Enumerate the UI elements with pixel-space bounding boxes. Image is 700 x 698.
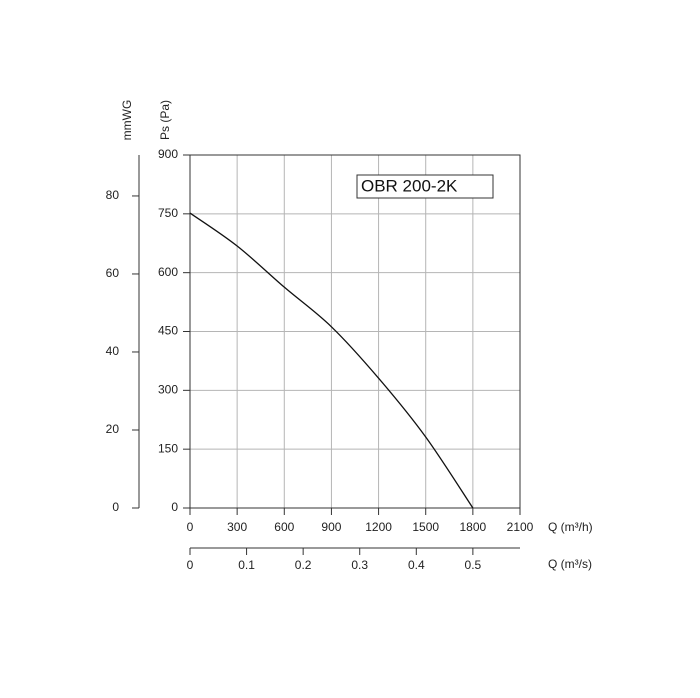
x2-tick-label: 0 <box>187 558 194 572</box>
x2-axis-label: Q (m³/s) <box>548 557 592 571</box>
y-tick-label: 900 <box>158 147 178 161</box>
title-box <box>356 174 494 199</box>
y-tick-label: 750 <box>158 206 178 220</box>
x-tick-label: 300 <box>227 520 247 534</box>
x-tick-label: 1200 <box>365 520 392 534</box>
y-tick-label: 300 <box>158 383 178 397</box>
y-tick-label: 0 <box>171 500 178 514</box>
x-tick-label: 1500 <box>412 520 439 534</box>
chart-title: OBR 200-2K <box>361 176 458 195</box>
y2-tick-label: 60 <box>106 266 120 280</box>
y2-tick-label: 20 <box>106 422 120 436</box>
y-axis-label: Ps (Pa) <box>158 100 172 140</box>
y2-axis-label: mmWG <box>120 100 134 141</box>
x2-tick-label: 0.3 <box>351 558 368 572</box>
x2-tick-label: 0.4 <box>408 558 425 572</box>
x-tick-label: 2100 <box>507 520 534 534</box>
x2-tick-label: 0.1 <box>238 558 255 572</box>
y2-tick-label: 40 <box>106 344 120 358</box>
x2-tick-label: 0.5 <box>465 558 482 572</box>
plot-frame <box>189 154 521 509</box>
x-tick-label: 900 <box>321 520 341 534</box>
x-tick-label: 0 <box>187 520 194 534</box>
curve <box>189 212 474 509</box>
y2-tick-label: 0 <box>112 500 119 514</box>
x-axis-label: Q (m³/h) <box>548 520 593 534</box>
y-tick-label: 600 <box>158 265 178 279</box>
x-tick-label: 1800 <box>460 520 487 534</box>
y-tick-label: 450 <box>158 324 178 338</box>
x-tick-label: 600 <box>274 520 294 534</box>
x2-tick-label: 0.2 <box>295 558 312 572</box>
y-tick-label: 150 <box>158 441 178 455</box>
y2-tick-label: 80 <box>106 188 120 202</box>
